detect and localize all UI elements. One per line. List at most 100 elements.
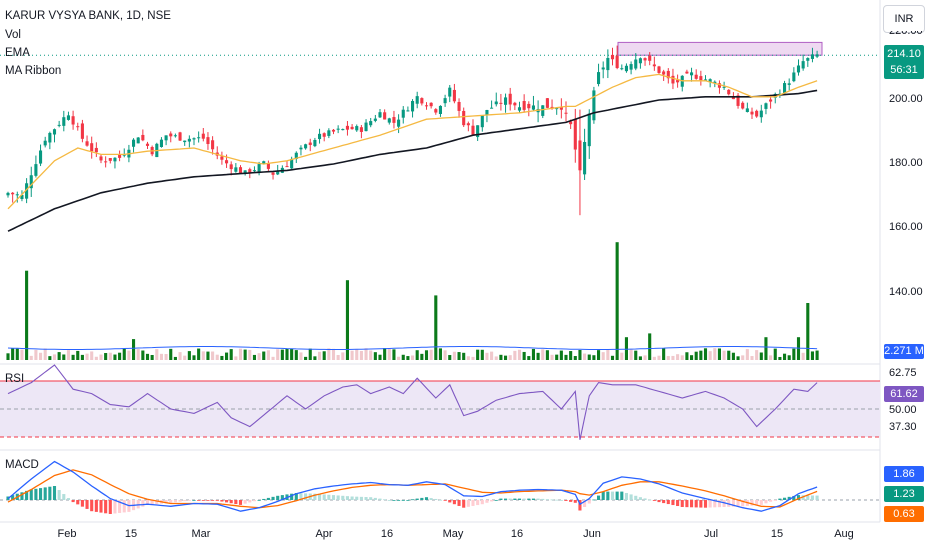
candle-body	[648, 55, 652, 61]
volume-bar	[517, 349, 522, 360]
macd-hist-bar	[522, 498, 526, 500]
macd-signal-tag: 0.63	[884, 506, 924, 522]
candle-body	[750, 111, 754, 115]
candle-body	[676, 80, 680, 83]
macd-hist-bar	[629, 494, 633, 500]
volume-bar	[387, 348, 391, 360]
macd-hist-bar	[443, 500, 447, 501]
macd-hist-bar	[150, 500, 154, 505]
candle-body	[745, 108, 749, 112]
volume-bar	[703, 348, 708, 360]
volume-bar	[401, 354, 405, 360]
candle-body	[438, 105, 442, 114]
volume-bar	[15, 348, 19, 360]
candle-body	[192, 138, 196, 140]
volume-bar	[187, 351, 191, 360]
candle-body	[694, 74, 698, 79]
candle-body	[294, 152, 298, 160]
volume-bar	[750, 356, 754, 360]
volume-bar	[406, 356, 410, 360]
macd-hist-bar	[122, 500, 126, 513]
candle-body	[118, 154, 122, 158]
macd-hist-bar	[178, 500, 182, 502]
macd-hist-bar	[108, 500, 112, 514]
candle-body	[597, 72, 601, 85]
macd-hist-bar	[318, 494, 322, 500]
legend-ma-ribbon[interactable]: MA Ribbon	[5, 65, 62, 77]
volume-bar	[764, 337, 768, 360]
macd-hist-bar	[680, 500, 684, 507]
macd-hist-bar	[703, 500, 708, 508]
legend-macd[interactable]: MACD	[5, 459, 39, 471]
bar-countdown: 56:31	[890, 64, 918, 76]
macd-hist-bar	[397, 500, 401, 501]
resistance-zone	[617, 41, 823, 56]
candle-body	[703, 79, 708, 81]
candle-body	[815, 54, 819, 57]
volume-bar	[783, 353, 787, 360]
macd-hist-bar	[378, 498, 382, 500]
macd-hist-bar	[262, 498, 266, 500]
legend-rsi[interactable]: RSI	[5, 373, 25, 385]
rsi-mid-label: 50.00	[889, 404, 917, 416]
macd-hist-bar	[801, 495, 805, 500]
macd-hist-bar	[387, 500, 391, 501]
candle-body	[587, 113, 591, 147]
candle-body	[48, 132, 52, 143]
macd-hist-bar	[708, 500, 712, 508]
macd-hist-bar	[299, 493, 303, 500]
legend-vol[interactable]: Vol	[5, 29, 21, 41]
candle-body	[234, 167, 238, 172]
macd-hist-bar	[666, 500, 670, 505]
candle-body	[66, 115, 70, 120]
candle-body	[62, 117, 66, 126]
macd-hist-bar	[401, 500, 405, 501]
candle-body	[39, 150, 43, 164]
macd-hist-bar	[517, 498, 522, 500]
macd-hist-bar	[536, 498, 540, 500]
volume-bar	[164, 354, 168, 360]
x-label-apr-16: 16	[380, 528, 394, 540]
volume-bar	[262, 351, 266, 360]
legend-ema[interactable]: EMA	[5, 47, 30, 59]
macd-hist-bar	[559, 500, 563, 501]
volume-bar	[480, 349, 484, 360]
volume-bar	[299, 352, 303, 360]
volume-bar	[722, 350, 726, 360]
macd-hist-bar	[434, 498, 438, 500]
x-label-jul-15: 15	[770, 528, 784, 540]
volume-bar	[359, 350, 363, 360]
macd-hist-bar	[731, 500, 735, 507]
macd-hist-bar	[322, 494, 326, 500]
x-label-may-16: 16	[510, 528, 524, 540]
volume-bar	[652, 356, 656, 360]
candle-body	[43, 140, 47, 146]
volume-bar	[634, 350, 638, 360]
volume-bar	[597, 350, 601, 360]
x-label-jun: Jun	[583, 528, 601, 540]
volume-bar	[713, 348, 717, 360]
currency-button[interactable]: INR	[883, 5, 925, 33]
macd-hist-bar	[266, 497, 270, 500]
volume-bar	[66, 350, 70, 360]
candle-body	[499, 102, 503, 104]
macd-hist-bar	[327, 494, 331, 500]
macd-hist-bar	[66, 498, 70, 500]
macd-hist-bar	[634, 495, 638, 500]
candle-body	[708, 79, 712, 83]
volume-bar	[383, 348, 387, 360]
macd-hist-bar	[220, 500, 224, 502]
candle-body	[545, 98, 549, 108]
volume-bar	[90, 351, 94, 360]
volume-bar	[127, 350, 131, 360]
macd-hist-bar	[94, 500, 98, 512]
volume-bar	[141, 350, 145, 360]
volume-bar	[85, 353, 89, 360]
ema-line	[7, 73, 818, 210]
candle-body	[666, 70, 670, 79]
volume-bar	[624, 337, 628, 360]
candle-body	[401, 109, 405, 118]
candle-body	[290, 158, 294, 169]
macd-hist-bar	[806, 495, 810, 500]
